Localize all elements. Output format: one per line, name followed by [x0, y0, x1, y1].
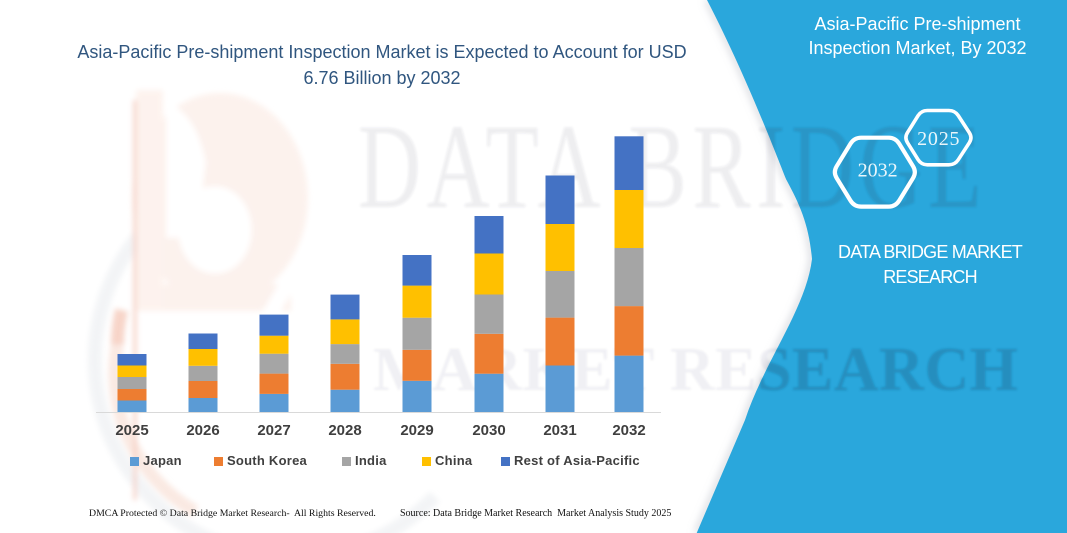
svg-text:DATA BRIDGE: DATA BRIDGE	[358, 99, 987, 233]
svg-text:2032: 2032	[858, 159, 898, 181]
svg-text:2025: 2025	[917, 128, 960, 150]
